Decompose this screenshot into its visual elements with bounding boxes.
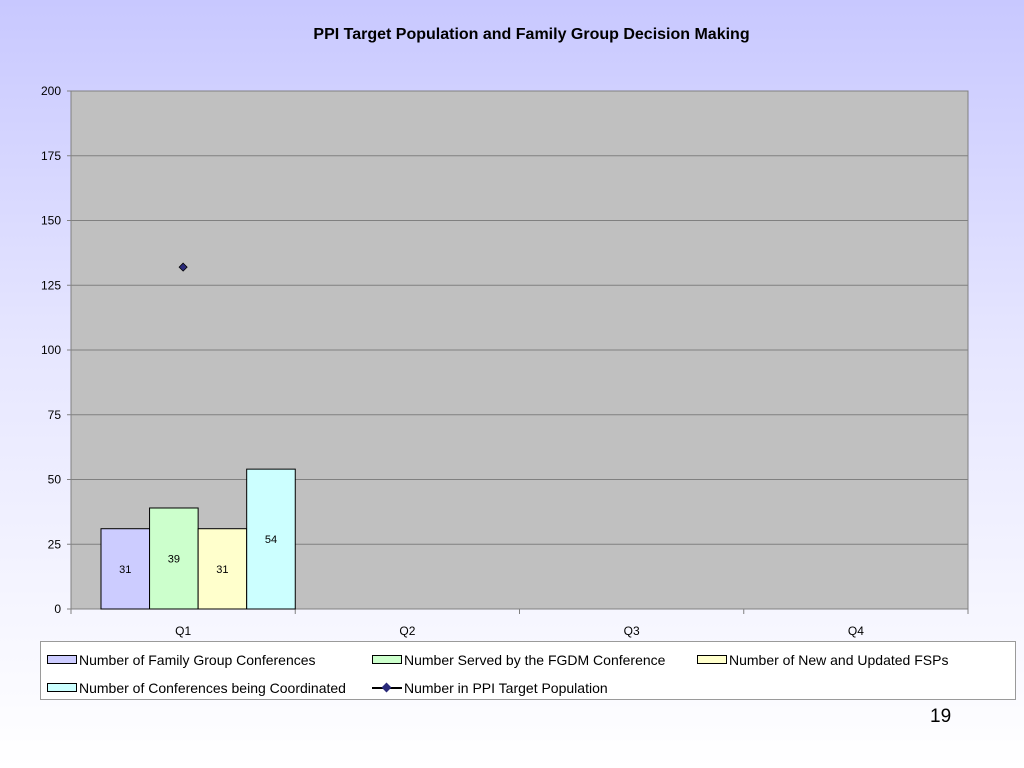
y-tick-label: 75 <box>48 408 62 422</box>
diamond-marker-icon <box>381 682 392 693</box>
x-tick-label: Q3 <box>624 624 640 638</box>
y-tick-label: 100 <box>41 343 61 357</box>
legend-swatch <box>372 655 402 664</box>
y-tick-label: 200 <box>41 84 61 98</box>
y-tick-label: 50 <box>48 473 62 487</box>
y-tick-label: 175 <box>41 149 61 163</box>
legend-label: Number of Family Group Conferences <box>79 652 316 668</box>
legend-label: Number of Conferences being Coordinated <box>79 680 346 696</box>
y-tick-label: 150 <box>41 214 61 228</box>
legend-label: Number Served by the FGDM Conference <box>404 652 666 668</box>
bar-data-label: 31 <box>216 564 228 576</box>
legend-label: Number in PPI Target Population <box>404 680 608 696</box>
bar <box>149 507 199 610</box>
x-tick-label: Q1 <box>175 624 191 638</box>
bar-data-label: 54 <box>265 534 277 546</box>
chart-legend: Number of Family Group Conferences Numbe… <box>40 641 1016 700</box>
bar <box>197 528 248 610</box>
y-tick-label: 0 <box>54 602 61 616</box>
line-point-marker <box>178 262 188 272</box>
y-tick-label: 125 <box>41 278 61 292</box>
legend-swatch <box>47 655 77 664</box>
legend-swatch <box>697 655 727 664</box>
x-tick-label: Q2 <box>399 624 415 638</box>
legend-label: Number of New and Updated FSPs <box>729 652 949 668</box>
x-tick-label: Q4 <box>848 624 864 638</box>
bar-data-label: 39 <box>168 553 180 565</box>
chart-plot: 0 25 50 75 100 125 150 175 200 Q1 Q2 Q3 Q4 31 39 31 54 <box>41 84 969 638</box>
bar-data-label: 31 <box>119 564 131 576</box>
legend-swatch <box>47 683 77 692</box>
chart-title: PPI Target Population and Family Group D… <box>313 26 750 43</box>
slide-number: 19 <box>930 706 952 727</box>
bar <box>246 468 296 610</box>
y-tick-label: 25 <box>48 537 62 551</box>
